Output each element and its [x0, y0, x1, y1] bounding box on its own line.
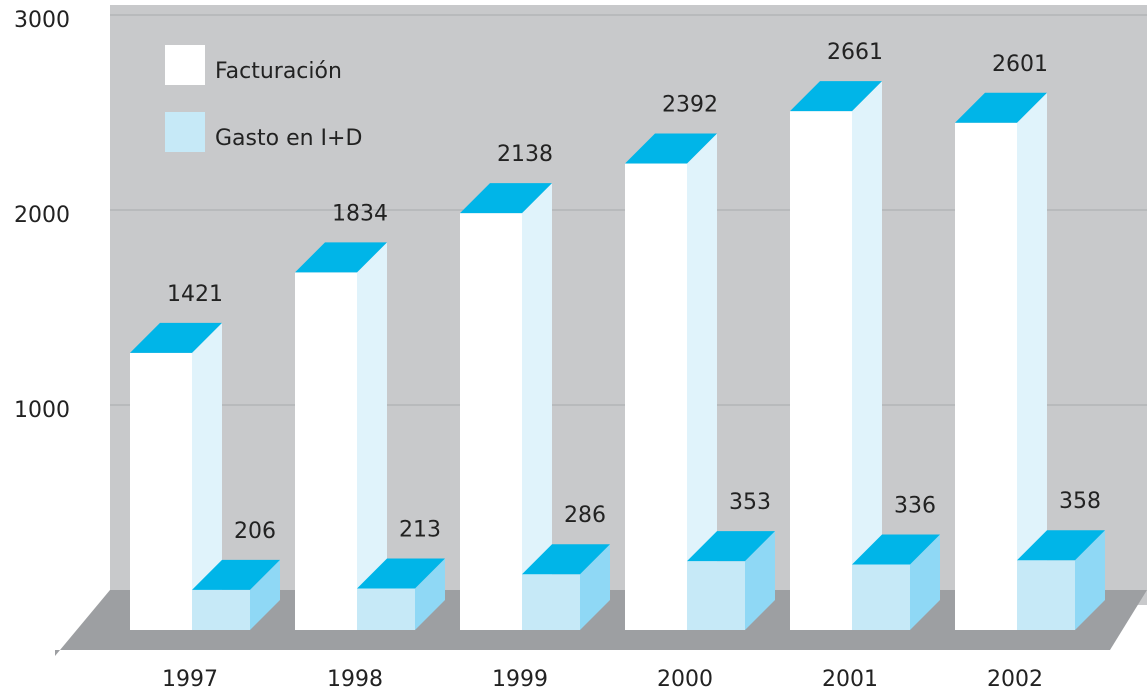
bar-top — [460, 183, 552, 214]
bar-top — [625, 133, 717, 164]
bar — [625, 163, 687, 630]
legend-swatch — [165, 45, 205, 85]
value-label: 213 — [399, 517, 441, 542]
bar-side — [910, 534, 940, 630]
bar-top — [130, 322, 222, 353]
value-label: 2601 — [992, 52, 1048, 77]
bar — [192, 589, 250, 630]
value-label: 2392 — [662, 93, 718, 118]
bar-side — [687, 133, 717, 630]
x-tick-label: 1997 — [162, 667, 218, 692]
bar-top — [1017, 530, 1105, 561]
bar-side — [745, 531, 775, 630]
bar — [295, 272, 357, 630]
legend-label: Facturación — [215, 59, 342, 84]
bar — [687, 561, 745, 630]
x-tick-label: 1998 — [327, 667, 383, 692]
bar — [790, 111, 852, 631]
bar-top — [790, 81, 882, 112]
bar — [357, 588, 415, 630]
bar-top — [357, 558, 445, 589]
bar-side — [250, 559, 280, 630]
bar-side — [192, 322, 222, 630]
legend-swatch — [165, 112, 205, 152]
y-tick-label: 3000 — [14, 8, 70, 33]
bar — [1017, 560, 1075, 630]
bar — [460, 213, 522, 630]
value-label: 336 — [894, 493, 936, 518]
value-label: 286 — [564, 503, 606, 528]
bar — [130, 352, 192, 630]
bar — [852, 564, 910, 630]
legend-label: Gasto en I+D — [215, 126, 362, 151]
x-tick-label: 2002 — [987, 667, 1043, 692]
value-label: 1834 — [332, 201, 388, 226]
value-label: 353 — [729, 490, 771, 515]
y-tick-label: 1000 — [14, 398, 70, 423]
bar-top — [522, 544, 610, 575]
value-label: 358 — [1059, 489, 1101, 514]
bar-top — [852, 534, 940, 565]
bar-side — [1017, 92, 1047, 631]
value-label: 2661 — [827, 40, 883, 65]
bar — [522, 574, 580, 630]
value-label: 2138 — [497, 142, 553, 167]
x-tick-label: 1999 — [492, 667, 548, 692]
x-tick-label: 2000 — [657, 667, 713, 692]
bar-side — [522, 183, 552, 630]
x-tick-label: 2001 — [822, 667, 878, 692]
bar-top — [955, 92, 1047, 123]
bar-side — [580, 544, 610, 630]
bar-side — [1075, 530, 1105, 630]
bar-side — [415, 558, 445, 630]
bar-side — [852, 81, 882, 631]
bar-top — [687, 531, 775, 562]
bar — [955, 122, 1017, 631]
bar-side — [357, 242, 387, 630]
floor-corner — [55, 650, 60, 656]
value-label: 1421 — [167, 282, 223, 307]
value-label: 206 — [234, 519, 276, 544]
bar-top — [295, 242, 387, 273]
bar-top — [192, 559, 280, 590]
y-tick-label: 2000 — [14, 203, 70, 228]
